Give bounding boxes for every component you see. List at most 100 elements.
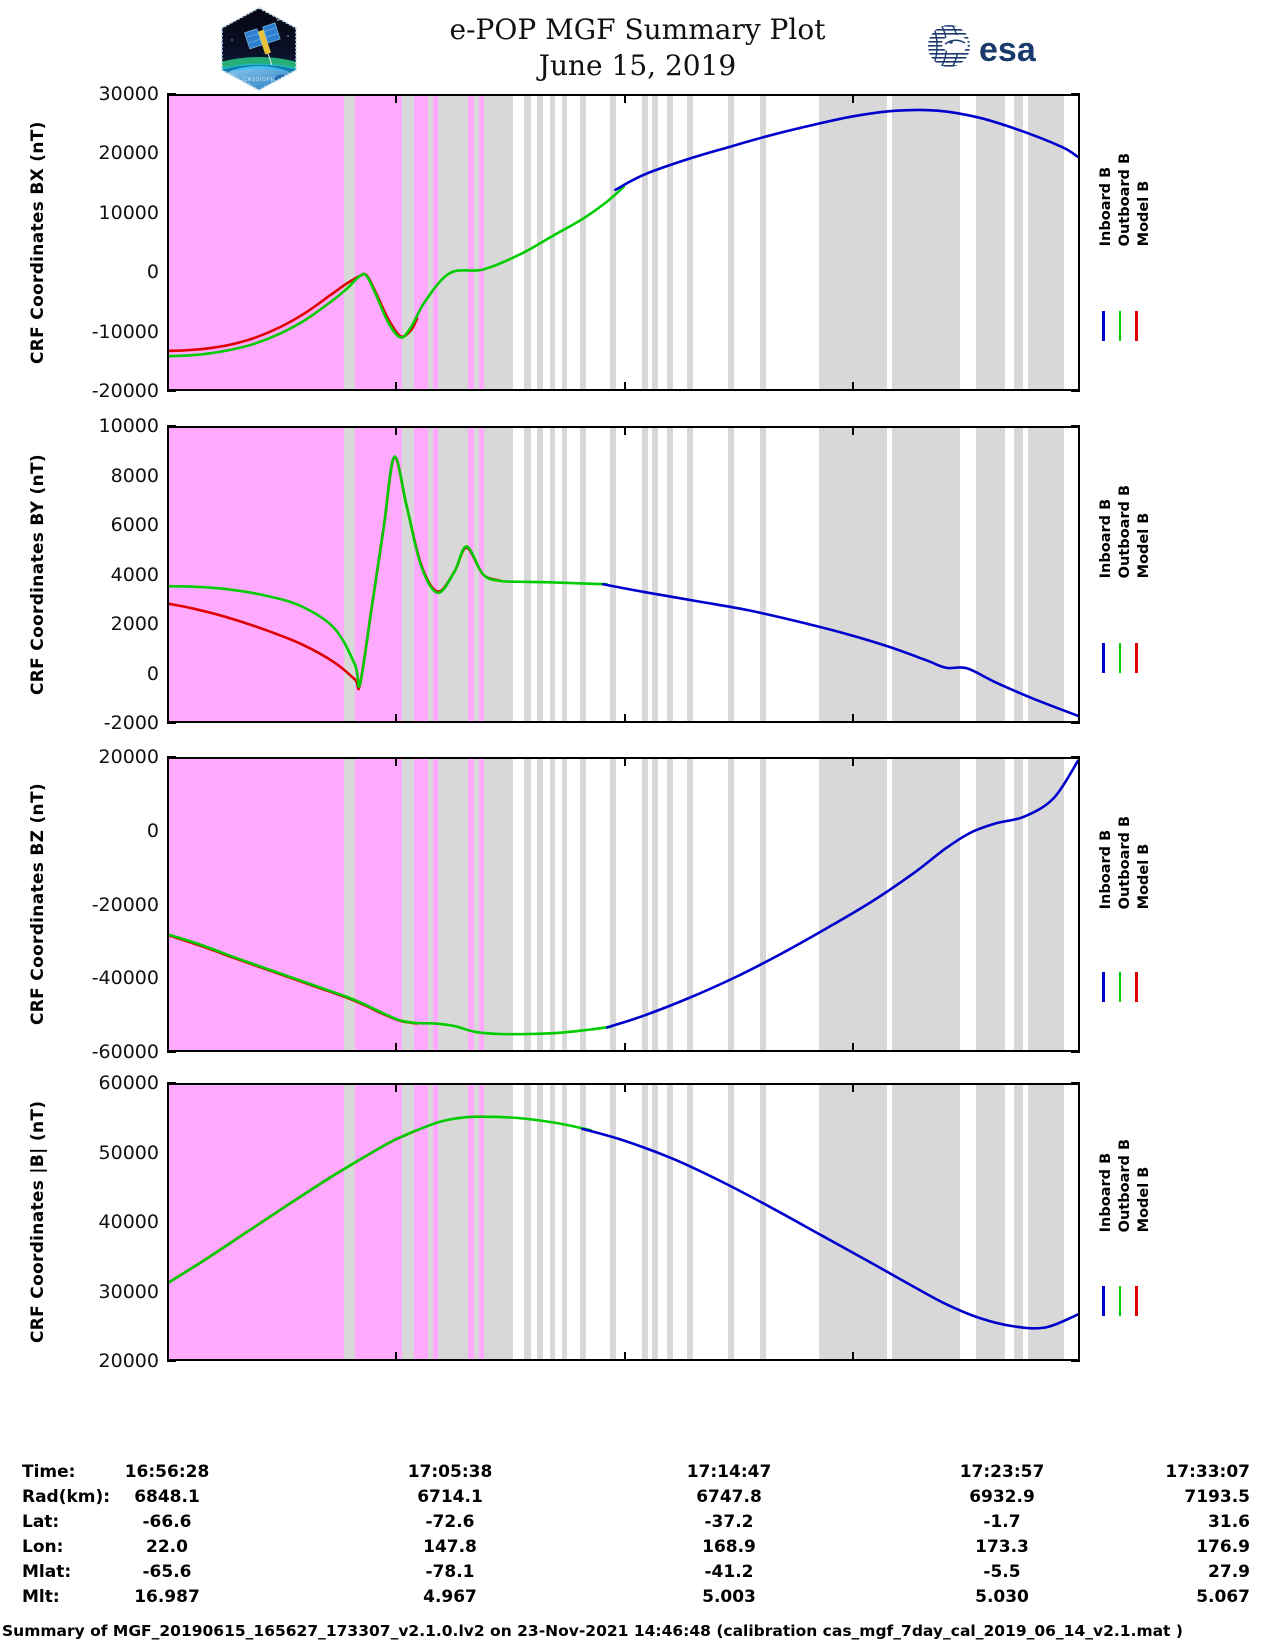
shaded-band-pink [468,96,475,389]
shaded-band-gray [687,1085,694,1359]
y-tick-label: -40000 [91,967,159,990]
y-tick-mark [167,1151,176,1154]
table-row: Lon: 22.0 147.8 168.9 173.3 176.9 [0,1537,1275,1562]
table-row-label: Rad(km): [22,1487,111,1507]
shaded-band-gray [976,428,1006,721]
y-tick-mark-right [1071,1290,1080,1293]
table-cell: 17:14:47 [686,1462,772,1482]
shaded-band-gray [474,759,513,1050]
legend-swatch-outboard-b [1118,972,1121,1003]
plot-area [167,1083,1080,1361]
x-tick-mark [623,757,626,766]
shaded-band-pink [355,759,402,1050]
x-tick-mark [395,426,398,435]
y-axis-label: CRF Coordinates |B| (nT) [28,1100,48,1344]
table-cell: 27.9 [1208,1562,1250,1582]
y-tick-mark-right [1071,977,1080,980]
shaded-band-gray [891,1085,960,1359]
x-tick-mark [395,1043,398,1052]
legend-label-inboard-b: Inboard B [1098,167,1114,247]
series-canvas [169,759,1078,1050]
x-tick-mark [623,1083,626,1092]
series-line-outboard-b [169,457,607,687]
shaded-band-gray [524,759,531,1050]
shaded-band-gray [667,759,674,1050]
table-cell: -5.5 [983,1562,1021,1582]
y-tick-label: -60000 [91,1041,159,1063]
x-tick-mark [851,757,854,766]
shaded-band-pink [432,96,439,389]
shaded-band-pink [414,1085,429,1359]
shaded-band-gray [561,1085,568,1359]
shaded-band-gray [438,428,469,721]
table-cell: 5.003 [702,1587,756,1607]
table-row: Lat: -66.6 -72.6 -37.2 -1.7 31.6 [0,1512,1275,1537]
table-cell: -72.6 [425,1512,475,1532]
shaded-band-gray [524,428,531,721]
shaded-band-gray [343,759,356,1050]
table-cell: 173.3 [975,1537,1029,1557]
legend-labels: Inboard B Outboard B Model B [1098,816,1155,909]
y-tick-mark-right [1071,672,1080,675]
x-tick-mark [395,1352,398,1361]
table-row: Mlat: -65.6 -78.1 -41.2 -5.5 27.9 [0,1562,1275,1587]
y-tick-mark [167,524,176,526]
shaded-band-gray [667,428,674,721]
table-row: Time: 16:56:28 17:05:38 17:14:47 17:23:57 17:… [0,1462,1275,1487]
table-cell: 5.067 [1196,1587,1250,1607]
x-tick-mark [395,94,398,103]
shaded-band-gray [609,96,617,389]
y-tick-label: 4000 [110,563,159,586]
y-axis-label: CRF Coordinates BX (nT) [28,121,48,364]
title-line-1: e-POP MGF Summary Plot [449,13,826,46]
shaded-band-gray [609,1085,617,1359]
y-tick-mark [167,425,176,427]
shaded-band-pink [169,759,344,1050]
y-tick-mark [167,1051,176,1053]
y-tick-mark [167,390,176,392]
shaded-band-gray [1014,428,1024,721]
legend-label-model-b: Model B [1136,1166,1152,1232]
shaded-band-gray [728,96,735,389]
y-tick-label: 20000 [98,1350,159,1372]
shaded-band-gray [537,96,543,389]
y-tick-label: 8000 [110,464,159,487]
y-tick-label: -10000 [91,320,159,343]
y-tick-mark-right [1071,211,1080,214]
shaded-band-gray [818,428,888,721]
shaded-band-gray [438,96,469,389]
shaded-band-gray [728,428,735,721]
y-tick-mark [167,1290,176,1293]
shaded-band-pink [432,428,439,721]
shaded-band-gray [759,428,767,721]
table-cell: 17:33:07 [1165,1462,1250,1482]
shaded-band-gray [438,1085,469,1359]
y-tick-label: 20000 [98,142,159,165]
y-tick-mark [167,211,176,214]
table-cell: 147.8 [423,1537,477,1557]
table-cell: 7193.5 [1184,1487,1250,1507]
series-canvas [169,96,1078,389]
legend-labels: Inboard B Outboard B Model B [1098,1139,1155,1232]
cassiope-mission-patch-icon: CASSIOPE [218,6,300,92]
y-tick-mark [167,829,176,832]
shaded-band-gray [343,428,356,721]
legend-swatches [1102,642,1138,673]
y-tick-mark-right [1071,756,1080,758]
y-tick-label: 10000 [98,415,159,437]
legend-swatch-inboard-b [1102,310,1105,341]
shaded-band-gray [818,759,888,1050]
legend-labels: Inboard B Outboard B Model B [1098,485,1155,578]
y-tick-mark-right [1071,1221,1080,1223]
y-axis-label: CRF Coordinates BZ (nT) [28,783,48,1026]
legend-swatch-model-b [1135,310,1138,341]
table-row-label: Time: [22,1462,76,1482]
y-tick-mark [167,152,176,155]
shaded-band-gray [428,759,433,1050]
footer-caption: Summary of MGF_20190615_165627_173307_v2… [2,1622,1183,1640]
shaded-band-gray [549,96,556,389]
shaded-band-gray [891,428,960,721]
shaded-band-gray [1028,1085,1065,1359]
x-tick-mark [851,1083,854,1092]
